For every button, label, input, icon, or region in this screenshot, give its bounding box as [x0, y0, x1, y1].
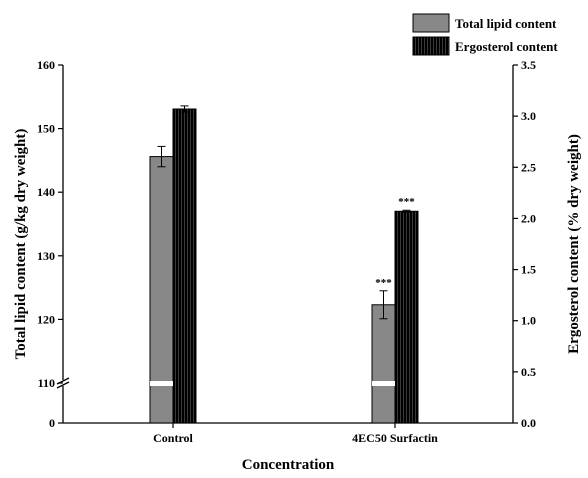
- bar-total-lipid-content-4ec50-surfactin: [371, 304, 396, 424]
- error-bar-ergosterol-content-4ec50-surfactin: [402, 209, 411, 213]
- left-tick-label: 130: [37, 249, 55, 263]
- bar-ergosterol-content-4ec50-surfactin: [394, 210, 419, 424]
- significance-label: ***: [375, 277, 392, 289]
- bar-break-gap: [372, 381, 395, 386]
- x-axis-title: Concentration: [242, 457, 335, 473]
- error-bar-ergosterol-content-control: [180, 105, 189, 113]
- legend-label-ergosterol: Ergosterol content: [455, 39, 558, 54]
- right-tick-label: 2.5: [521, 160, 536, 174]
- bar-break-gap: [150, 381, 173, 386]
- right-tick-label: 3.0: [521, 109, 536, 123]
- legend-swatch-ergosterol: [412, 36, 450, 56]
- right-tick-label: 0.0: [521, 416, 536, 430]
- right-axis-title: Ergosterol content (% dry weight): [566, 134, 582, 354]
- left-tick-label: 140: [37, 185, 55, 199]
- right-tick-label: 1.5: [521, 263, 536, 277]
- legend: Total lipid content Ergosterol content: [412, 13, 558, 56]
- right-tick-label: 2.0: [521, 211, 536, 225]
- error-bar-total-lipid-content-control: [157, 145, 166, 168]
- right-tick-label: 1.0: [521, 314, 536, 328]
- error-bar-total-lipid-content-4ec50-surfactin: [379, 290, 388, 320]
- left-tick-label: 150: [37, 122, 55, 136]
- right-tick-label: 0.5: [521, 365, 536, 379]
- left-tick-label: 160: [37, 58, 55, 72]
- left-tick-label: 110: [38, 376, 55, 390]
- left-tick-label: 0: [49, 416, 55, 430]
- left-axis-title: Total lipid content (g/kg dry weight): [13, 129, 29, 360]
- legend-swatch-total-lipid: [412, 13, 450, 33]
- right-tick-label: 3.5: [521, 58, 536, 72]
- left-tick-label: 120: [37, 312, 55, 326]
- significance-label: ***: [398, 196, 415, 208]
- x-tick-label-4ec50-surfactin: 4EC50 Surfactin: [352, 431, 438, 445]
- legend-label-total-lipid: Total lipid content: [455, 16, 557, 31]
- x-tick-label-control: Control: [153, 431, 193, 445]
- bar-ergosterol-content-control: [172, 108, 197, 424]
